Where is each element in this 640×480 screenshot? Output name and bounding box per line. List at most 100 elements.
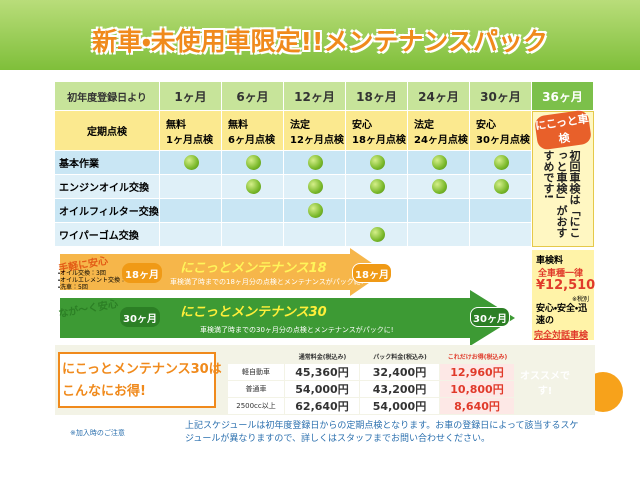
row-cell (160, 223, 221, 246)
inspection-cell (346, 111, 407, 150)
inspection-tag: 無料 (166, 120, 186, 131)
row-cell (470, 199, 531, 222)
header-cell: 18ヶ月 (346, 82, 407, 110)
fee-label: 車検料 (536, 256, 564, 266)
check-dot (308, 179, 323, 194)
title: 新車・未使用車限定!!メンテナンスパック (92, 27, 548, 56)
row-cell (284, 223, 345, 246)
row-label: 基本作業 (55, 151, 159, 174)
inspection-name: 6ヶ月点検 (228, 135, 275, 146)
inspection-name: 30ヶ月点検 (476, 135, 530, 146)
header-cell: 24ヶ月 (408, 82, 469, 110)
check-dot (184, 155, 199, 170)
fee-features: 安心・安全・迅速の (536, 304, 588, 326)
check-dot (246, 179, 261, 194)
price-cell: 軽自動車 (228, 364, 284, 380)
footer-text: 上記スケジュールは初年度登録日からの定期点検となります。お車の登録日によって該当… (185, 421, 579, 444)
inspection-tag: 法定 (414, 120, 434, 131)
inspection-tag: 法定 (290, 120, 310, 131)
plan-arrow (60, 248, 385, 296)
inspection-cell (470, 111, 531, 150)
price-cell: 12,960円 (440, 364, 514, 380)
row-label: ワイパーゴム交換 (55, 223, 159, 246)
header-cell: 1ヶ月 (160, 82, 221, 110)
plan-note: ・オイルエレメント交換：1回 (58, 277, 136, 284)
price-header: これだけお得(税込み) (447, 353, 508, 361)
price-cell: 45,360円 (285, 364, 359, 380)
row-cell (470, 223, 531, 246)
plan-desc: 車検満了時までの30ヶ月分の点検とメンテナンスがパックに! (200, 326, 394, 334)
inspection-cell (222, 111, 283, 150)
check-dot (370, 155, 385, 170)
check-dot (308, 155, 323, 170)
row-cell (160, 175, 221, 198)
plan-note: ・オイル交換：3回 (58, 270, 106, 277)
fee-tax: ※税別 (572, 296, 590, 303)
recommend: 初回車検は「にこっと車検」がおすすめです! (542, 150, 581, 238)
row-cell (160, 199, 221, 222)
inspection-tag: 無料 (228, 120, 248, 131)
inspection-tag: 安心 (352, 120, 372, 131)
price-cell: 43,200円 (360, 381, 439, 397)
fee-price: ¥12,510 (536, 278, 596, 293)
plan-name: にこっとメンテナンス18 (180, 261, 327, 276)
check-dot (494, 155, 509, 170)
price-cell: 普通車 (228, 381, 284, 397)
plan-start: 30ヶ月 (120, 307, 160, 327)
header-cell: 初年度登録日より (55, 82, 159, 110)
price-cell: 10,800円 (440, 381, 514, 397)
plan-arrow (60, 290, 515, 346)
price-cell: 32,400円 (360, 364, 439, 380)
inspection-name: 24ヶ月点検 (414, 135, 468, 146)
price-cell: 62,640円 (285, 398, 359, 414)
fee-uniform: 全車種一律 (538, 269, 584, 279)
plan-start: 18ヶ月 (122, 263, 162, 283)
check-dot (308, 203, 323, 218)
check-dot (432, 179, 447, 194)
headline-box (58, 352, 216, 408)
inspection-name: 1ヶ月点検 (166, 135, 213, 146)
plan-end: 30ヶ月 (470, 307, 510, 327)
row-cell (222, 199, 283, 222)
row-cell (408, 199, 469, 222)
recommend-badge: オススメです! (520, 371, 570, 397)
header-cell: 30ヶ月 (470, 82, 531, 110)
row-label: エンジンオイル交換 (55, 175, 159, 198)
price-cell: 54,000円 (360, 398, 439, 414)
header-cell: 6ヶ月 (222, 82, 283, 110)
plan-desc: 車検満了時までの18ヶ月分の点検とメンテナンスがパックに! (170, 278, 364, 286)
price-cell: 2500cc以上 (228, 398, 284, 414)
check-dot (494, 179, 509, 194)
inspection-tag: 安心 (476, 120, 496, 131)
check-dot (370, 179, 385, 194)
row-cell (222, 223, 283, 246)
inspection-name: 12ヶ月点検 (290, 135, 344, 146)
row-label: 定期点検 (55, 111, 159, 150)
price-cell: 8,640円 (440, 398, 514, 414)
row-label: オイルフィルター交換 (55, 199, 159, 222)
inspection-cell (284, 111, 345, 150)
price-header: パック料金(税込み) (373, 353, 427, 361)
price-cell: 54,000円 (285, 381, 359, 397)
check-dot (432, 155, 447, 170)
title-band (0, 0, 640, 70)
header-cell: 36ヶ月 (532, 82, 593, 110)
headline: にこっとメンテナンス30は (62, 362, 222, 377)
inspection-cell (160, 111, 221, 150)
headline: こんなにお得! (62, 384, 146, 399)
inspection-name: 18ヶ月点検 (352, 135, 406, 146)
plan-name: にこっとメンテナンス30 (180, 305, 327, 320)
row-cell (346, 199, 407, 222)
fee-title: 完全対話車検 (534, 331, 589, 341)
fee-box (532, 250, 594, 340)
plan-note: ・洗車：5回 (58, 284, 88, 291)
check-dot (246, 155, 261, 170)
plan-end: 18ヶ月 (352, 263, 392, 283)
inspection-cell (408, 111, 469, 150)
price-header: 通常料金(税込み) (298, 353, 347, 361)
header-cell: 12ヶ月 (284, 82, 345, 110)
footer-note: ※加入時のご注意 (70, 429, 125, 437)
row-cell (408, 223, 469, 246)
